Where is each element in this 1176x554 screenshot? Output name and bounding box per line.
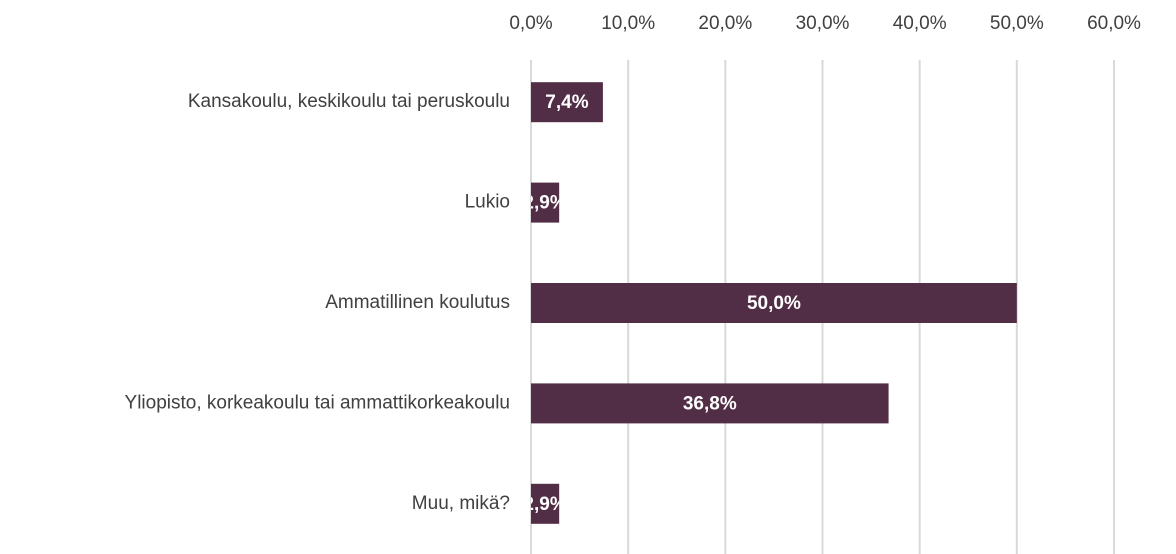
bar xyxy=(531,283,1017,323)
x-tick-label: 60,0% xyxy=(1087,13,1141,34)
y-tick-label: Yliopisto, korkeakoulu tai ammattikorkea… xyxy=(125,392,510,413)
x-tick-label: 20,0% xyxy=(698,13,752,34)
bar xyxy=(531,82,603,123)
value-label: 36,8% xyxy=(683,393,737,414)
value-label: 2,9% xyxy=(523,193,566,214)
x-tick-label: 50,0% xyxy=(990,13,1044,34)
y-tick-label: Muu, mikä? xyxy=(412,493,510,514)
value-label: 7,4% xyxy=(545,92,588,113)
bar xyxy=(531,182,560,223)
y-tick-label: Ammatillinen koulutus xyxy=(325,292,510,313)
bar xyxy=(531,383,889,424)
y-tick-label: Lukio xyxy=(465,192,510,213)
x-tick-label: 0,0% xyxy=(509,13,552,34)
x-tick-label: 10,0% xyxy=(601,13,655,34)
x-tick-label: 40,0% xyxy=(893,13,947,34)
bar xyxy=(531,483,560,524)
y-tick-label: Kansakoulu, keskikoulu tai peruskoulu xyxy=(188,91,510,112)
x-tick-label: 30,0% xyxy=(796,13,850,34)
value-label: 2,9% xyxy=(523,494,566,515)
value-label: 50,0% xyxy=(747,293,801,314)
